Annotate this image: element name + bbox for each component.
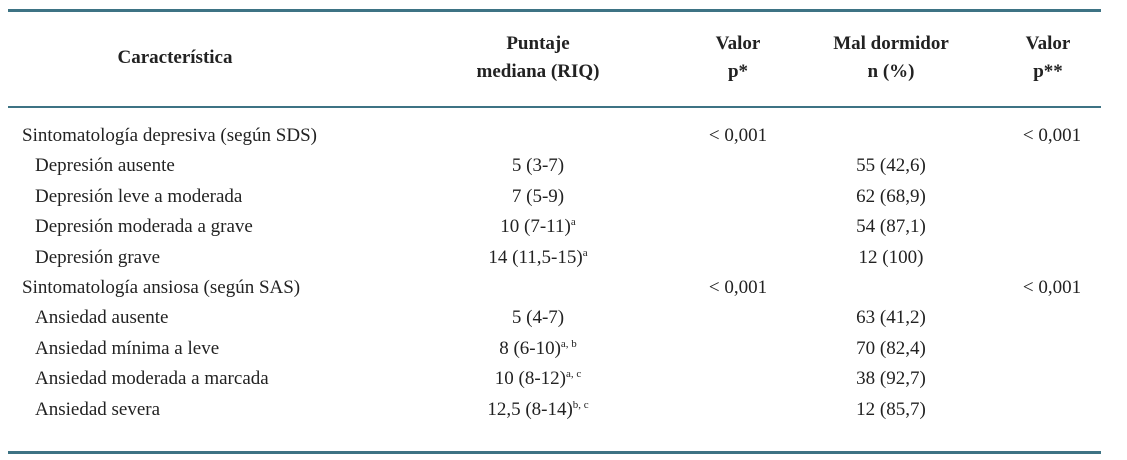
count: 70 (82,4) (856, 337, 926, 359)
score-text: 7 (5-9) (511, 185, 565, 207)
group-label: Sintomatología ansiosa (según SAS) (22, 277, 301, 298)
score: 7 (5-9) (418, 182, 658, 212)
p-value: < 0,001 (708, 277, 768, 298)
row-label: Ansiedad mínima a leve (35, 337, 220, 359)
header-line: Puntaje (506, 33, 570, 54)
count: 54 (87,1) (856, 216, 926, 238)
bottom-rule (8, 451, 1101, 454)
row-label: Depresión moderada a grave (35, 216, 253, 238)
score: 14 (11,5-15)a (418, 243, 658, 273)
header-cell: Valor p* (618, 30, 858, 86)
superscript: a (570, 216, 576, 229)
header-line: mediana (RIQ) (476, 61, 600, 82)
header-rule (8, 106, 1101, 108)
count: 62 (68,9) (856, 185, 926, 207)
p-value: < 0,001 (1022, 125, 1082, 146)
header-cell: Característica (55, 44, 295, 72)
row-label: Ansiedad ausente (35, 307, 169, 329)
count: 12 (85,7) (856, 398, 926, 420)
superscript: b, c (572, 398, 589, 411)
header-line: p** (1033, 61, 1063, 82)
score: 5 (3-7) (418, 151, 658, 181)
superscript: a, c (565, 368, 582, 381)
score-text: 10 (7-11) (500, 216, 571, 238)
p-value: < 0,001 (1022, 277, 1082, 298)
row-label: Depresión leve a moderada (35, 185, 243, 207)
header-cell: Puntaje mediana (RIQ) (418, 30, 658, 86)
score-text: 12,5 (8-14) (487, 398, 573, 420)
header-line: p* (727, 61, 749, 82)
score: 12,5 (8-14)b, c (418, 395, 658, 425)
count: 55 (42,6) (856, 155, 926, 177)
row-label: Depresión grave (35, 246, 161, 268)
top-rule (8, 9, 1101, 12)
score-text: 14 (11,5-15) (488, 246, 583, 268)
header-line: Valor (715, 33, 761, 54)
count: 63 (41,2) (856, 307, 926, 329)
score-text: 10 (8-12) (494, 368, 566, 390)
score: 10 (7-11)a (418, 212, 658, 242)
row-label: Ansiedad moderada a marcada (35, 368, 269, 390)
count: 12 (100) (858, 246, 924, 268)
score: 8 (6-10)a, b (418, 334, 658, 364)
p-value: < 0,001 (708, 125, 768, 146)
score-text: 5 (4-7) (511, 307, 565, 329)
header-line: Mal dormidor (833, 33, 949, 54)
row-label: Ansiedad severa (35, 398, 161, 420)
group-label: Sintomatología depresiva (según SDS) (22, 125, 317, 146)
header-line: n (%) (867, 61, 915, 82)
header-line: Valor (1025, 33, 1071, 54)
superscript: a, b (560, 337, 577, 350)
superscript: a (582, 246, 588, 259)
count: 38 (92,7) (856, 368, 926, 390)
header-cell: Mal dormidor n (%) (771, 30, 1011, 86)
row-label: Depresión ausente (35, 155, 175, 177)
header-line: Característica (117, 47, 233, 68)
score-text: 5 (3-7) (511, 155, 565, 177)
header-cell: Valor p** (928, 30, 1127, 86)
score: 5 (4-7) (418, 303, 658, 333)
score-text: 8 (6-10) (499, 337, 561, 359)
score: 10 (8-12)a, c (418, 364, 658, 394)
